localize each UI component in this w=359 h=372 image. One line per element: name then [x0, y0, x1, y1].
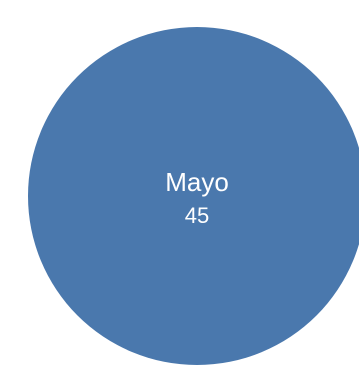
pie-slice-mayo: [28, 27, 359, 365]
slice-value-label: 45: [185, 203, 209, 228]
slice-name-label: Mayo: [165, 167, 229, 197]
